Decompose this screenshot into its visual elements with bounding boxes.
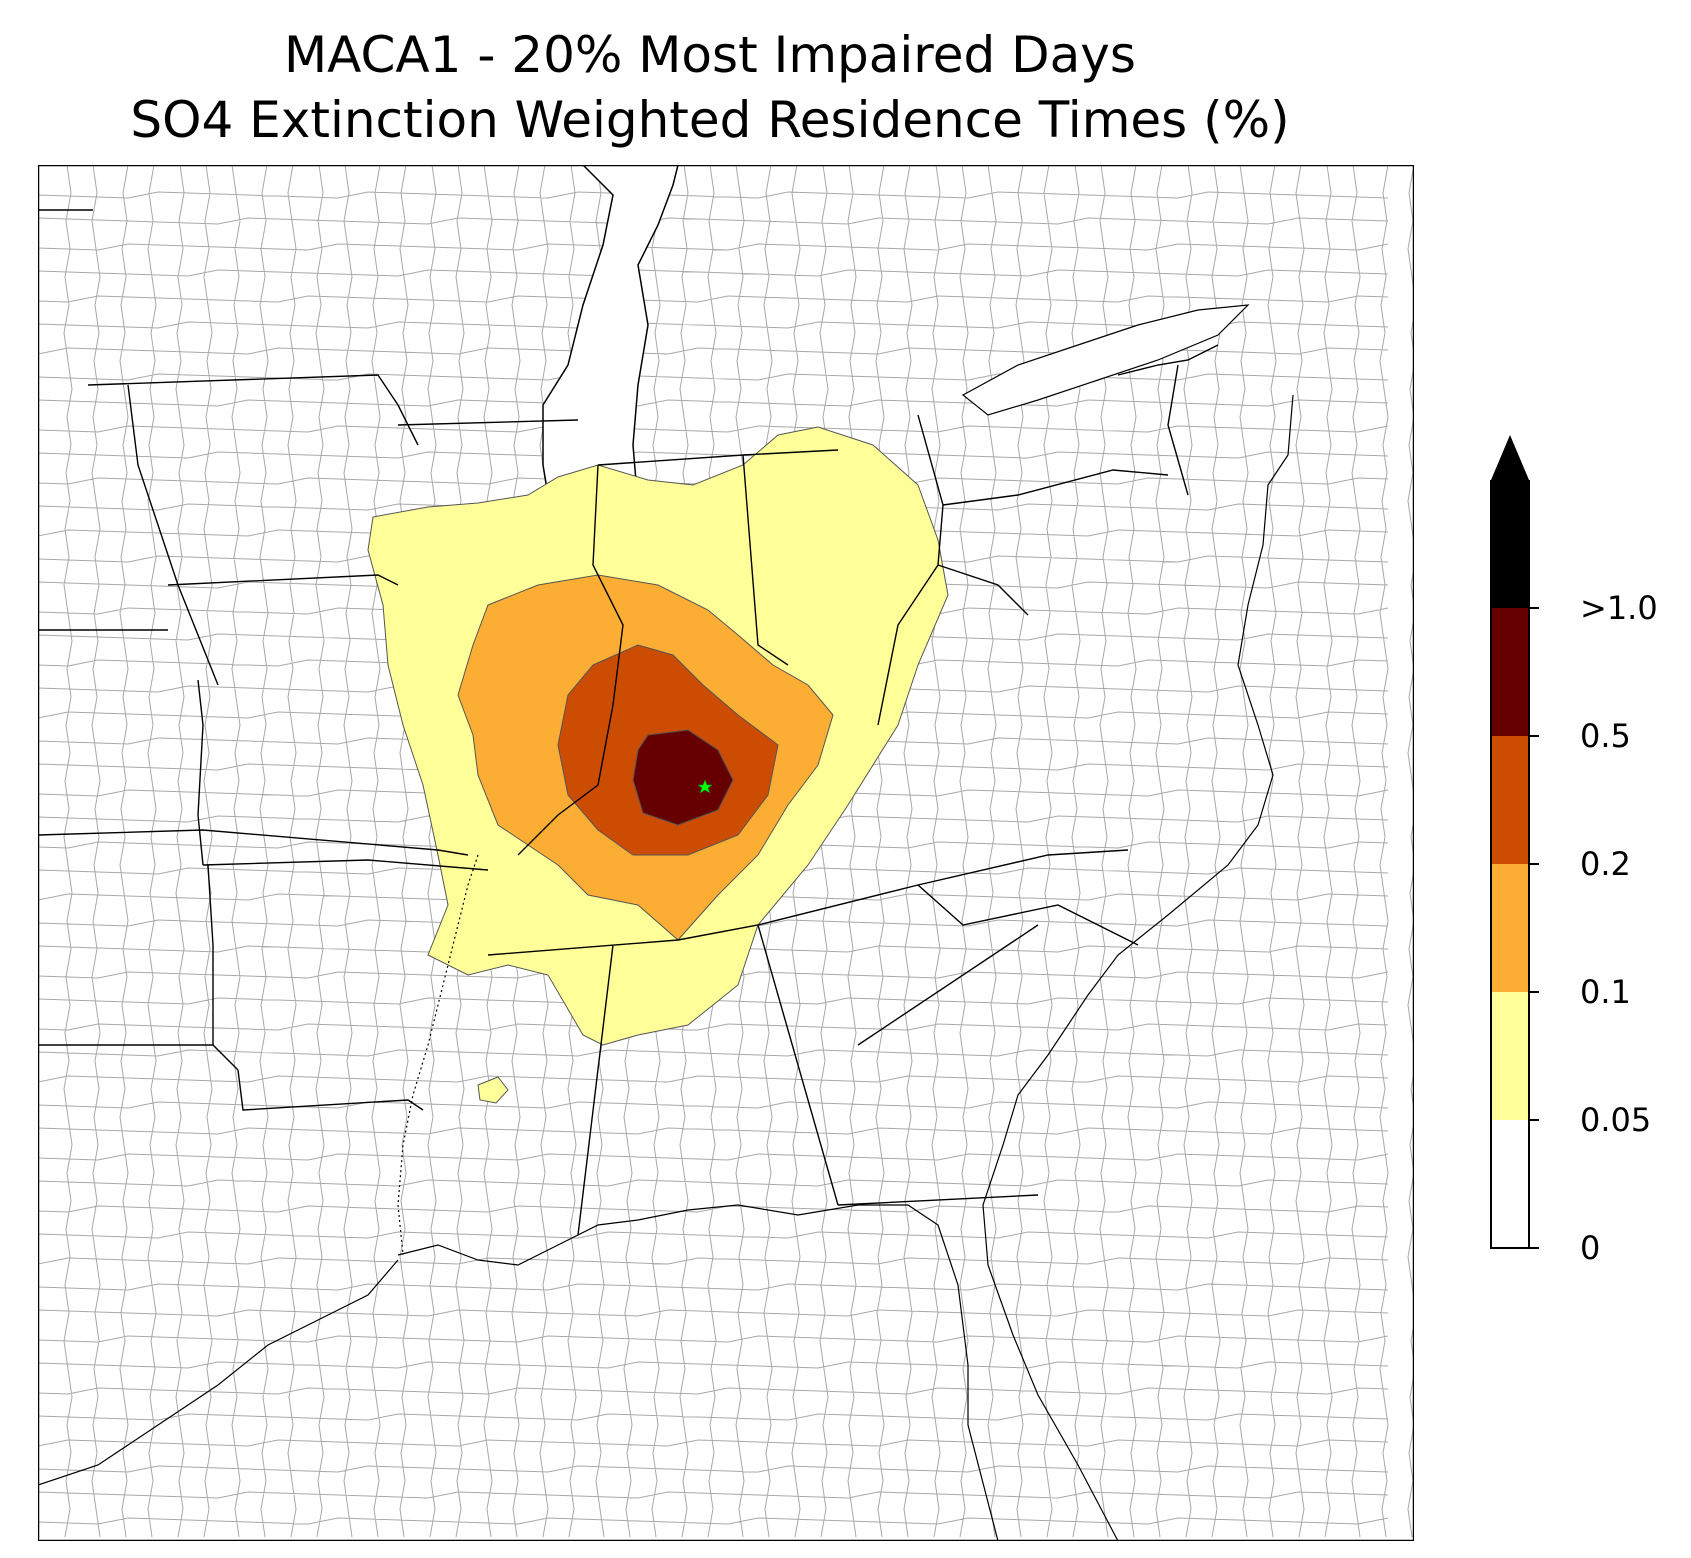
- colorbar-bin-4: [1491, 608, 1529, 736]
- map-title-line2: SO4 Extinction Weighted Residence Times …: [130, 91, 1290, 149]
- colorbar-label-4: 0.5: [1580, 717, 1631, 755]
- site-marker-star-icon: [697, 779, 713, 794]
- colorbar-label-0: 0: [1580, 1229, 1601, 1267]
- colorbar-label-5: >1.0: [1580, 589, 1658, 627]
- colorbar-label-2: 0.1: [1580, 973, 1631, 1011]
- colorbar-bin-5: [1491, 480, 1529, 608]
- colorbar: [1490, 435, 1539, 1249]
- colorbar-bin-2: [1491, 864, 1529, 992]
- colorbar-label-3: 0.2: [1580, 845, 1631, 883]
- map-panel: [38, 165, 1414, 1541]
- colorbar-bin-0: [1491, 1120, 1529, 1248]
- colorbar-extend-arrow: [1491, 435, 1529, 480]
- colorbar-bin-1: [1491, 992, 1529, 1120]
- contour-0.5-1.0: [632, 729, 734, 826]
- state-boundaries: [38, 209, 1219, 1236]
- coastline: [38, 394, 1294, 1541]
- colorbar-bins: [1490, 480, 1530, 1249]
- map-title-line1: MACA1 - 20% Most Impaired Days: [284, 26, 1136, 84]
- colorbar-bin-3: [1491, 736, 1529, 864]
- colorbar-label-1: 0.05: [1580, 1101, 1652, 1139]
- mississippi-river: [397, 854, 479, 1256]
- lake-erie: [961, 304, 1250, 416]
- colorbar-ticks: [1529, 607, 1539, 1249]
